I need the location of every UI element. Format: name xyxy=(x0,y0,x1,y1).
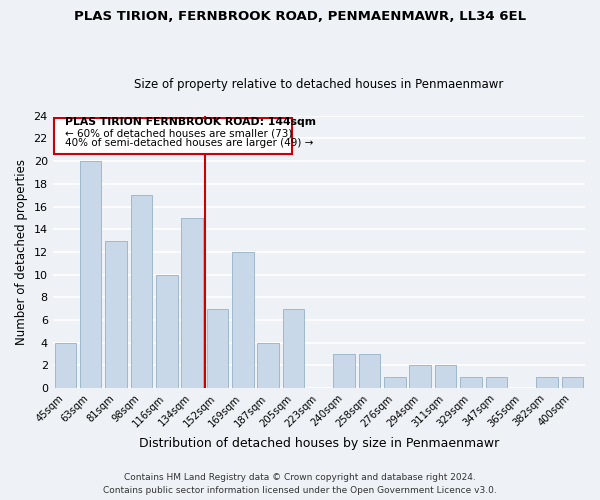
FancyBboxPatch shape xyxy=(54,118,292,154)
Bar xyxy=(156,274,178,388)
Bar xyxy=(409,366,431,388)
X-axis label: Distribution of detached houses by size in Penmaenmawr: Distribution of detached houses by size … xyxy=(139,437,499,450)
Y-axis label: Number of detached properties: Number of detached properties xyxy=(15,159,28,345)
Bar xyxy=(384,377,406,388)
Bar xyxy=(562,377,583,388)
Text: PLAS TIRION, FERNBROOK ROAD, PENMAENMAWR, LL34 6EL: PLAS TIRION, FERNBROOK ROAD, PENMAENMAWR… xyxy=(74,10,526,23)
Title: Size of property relative to detached houses in Penmaenmawr: Size of property relative to detached ho… xyxy=(134,78,503,91)
Bar xyxy=(181,218,203,388)
Bar xyxy=(536,377,558,388)
Bar xyxy=(485,377,507,388)
Bar xyxy=(359,354,380,388)
Bar xyxy=(206,308,228,388)
Text: 40% of semi-detached houses are larger (49) →: 40% of semi-detached houses are larger (… xyxy=(65,138,314,148)
Bar xyxy=(460,377,482,388)
Bar xyxy=(55,343,76,388)
Text: ← 60% of detached houses are smaller (73): ← 60% of detached houses are smaller (73… xyxy=(65,128,293,138)
Bar xyxy=(105,240,127,388)
Bar xyxy=(435,366,457,388)
Bar xyxy=(232,252,254,388)
Text: PLAS TIRION FERNBROOK ROAD: 144sqm: PLAS TIRION FERNBROOK ROAD: 144sqm xyxy=(65,117,316,127)
Bar xyxy=(80,161,101,388)
Bar xyxy=(131,195,152,388)
Text: Contains HM Land Registry data © Crown copyright and database right 2024.
Contai: Contains HM Land Registry data © Crown c… xyxy=(103,474,497,495)
Bar xyxy=(257,343,279,388)
Bar xyxy=(334,354,355,388)
Bar xyxy=(283,308,304,388)
